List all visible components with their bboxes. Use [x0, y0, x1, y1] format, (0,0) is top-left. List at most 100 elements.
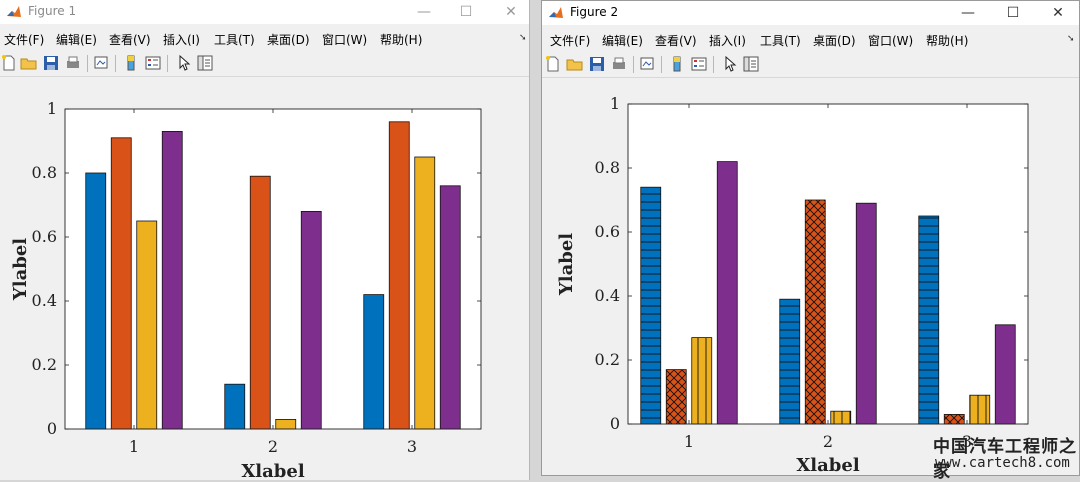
- toolbar-separator: [87, 55, 88, 72]
- y-tick-label: 0: [610, 414, 620, 433]
- menu-file[interactable]: 文件(F): [550, 34, 591, 48]
- new-file-icon[interactable]: [544, 55, 562, 73]
- x-tick-label: 2: [823, 432, 833, 451]
- title-bar: Figure 2 — ☐ ✕: [542, 1, 1079, 25]
- x-axis-label: Xlabel: [241, 461, 305, 480]
- x-tick-label: 3: [407, 437, 417, 456]
- link-plot-icon[interactable]: [92, 54, 110, 72]
- x-tick-label: 2: [268, 437, 278, 456]
- menu-help[interactable]: 帮助(H): [380, 33, 423, 47]
- toolbar-separator: [167, 55, 168, 72]
- menu-view[interactable]: 查看(V): [655, 34, 697, 48]
- window-title: Figure 1: [28, 4, 77, 18]
- menu-help[interactable]: 帮助(H): [926, 34, 969, 48]
- y-tick-label: 0.4: [32, 291, 57, 310]
- close-button[interactable]: ✕: [505, 4, 517, 20]
- y-tick-label: 0.2: [595, 350, 620, 369]
- x-tick-label: 3: [962, 432, 972, 451]
- menu-file[interactable]: 文件(F): [4, 33, 45, 47]
- menu-insert[interactable]: 插入(I): [709, 34, 746, 48]
- watermark-url: www.cartech8.com: [935, 455, 1070, 471]
- y-tick-label: 0.8: [595, 158, 620, 177]
- pointer-icon[interactable]: [175, 54, 193, 72]
- bar-series3-cat3: [969, 394, 991, 425]
- y-axis-label: Ylabel: [10, 238, 31, 301]
- property-inspector-icon[interactable]: [196, 54, 214, 72]
- matlab-logo-icon: [549, 7, 563, 18]
- window-title: Figure 2: [570, 5, 619, 19]
- toolbar-separator: [633, 56, 634, 73]
- menu-bar: 文件(F) 编辑(E) 查看(V) 插入(I) 工具(T) 桌面(D) 窗口(W…: [542, 29, 1079, 51]
- x-tick-label: 1: [684, 432, 694, 451]
- bar-series3-cat1: [691, 337, 713, 425]
- print-icon[interactable]: [610, 55, 628, 73]
- y-tick-label: 0.6: [595, 222, 620, 241]
- y-axis-label: Ylabel: [556, 233, 577, 296]
- bar-series2-cat2: [249, 175, 271, 430]
- save-icon[interactable]: [42, 54, 60, 72]
- maximize-button[interactable]: ☐: [459, 4, 473, 20]
- title-bar: Figure 1 — ☐ ✕: [0, 0, 529, 24]
- bar-series2-cat1: [665, 369, 687, 425]
- bar-series3-cat2: [275, 418, 297, 430]
- x-tick-label: 1: [129, 437, 139, 456]
- bar-series2-cat3: [388, 121, 410, 430]
- plot-area: [65, 109, 481, 429]
- minimize-button[interactable]: —: [961, 5, 975, 21]
- property-inspector-icon[interactable]: [742, 55, 760, 73]
- menu-tools[interactable]: 工具(T): [214, 33, 255, 47]
- menu-desktop[interactable]: 桌面(D): [813, 34, 856, 48]
- y-tick-label: 1: [47, 99, 57, 118]
- bar-series4-cat3: [439, 185, 461, 430]
- bar-series3-cat3: [414, 156, 436, 430]
- menu-desktop[interactable]: 桌面(D): [267, 33, 310, 47]
- axes-box: [627, 103, 1029, 425]
- figure-canvas: 1 2 3 0 0.2 0.4 0.6 0.8 1 Xlabel Ylabel: [542, 78, 1079, 475]
- menu-insert[interactable]: 插入(I): [163, 33, 200, 47]
- print-icon[interactable]: [64, 54, 82, 72]
- pointer-icon[interactable]: [721, 55, 739, 73]
- toolbar-separator: [713, 56, 714, 73]
- bar-series4-cat1: [161, 131, 183, 430]
- menu-edit[interactable]: 编辑(E): [56, 33, 97, 47]
- bar-series1-cat3: [363, 294, 385, 430]
- menu-window[interactable]: 窗口(W): [322, 33, 368, 47]
- legend-icon[interactable]: [690, 55, 708, 73]
- toolbar-separator: [115, 55, 116, 72]
- x-axis-label: Xlabel: [796, 455, 860, 476]
- new-file-icon[interactable]: [0, 54, 18, 72]
- figure-canvas: 1 2 3 0 0.2 0.4 0.6 0.8 1 Xlabel Ylabel: [0, 77, 529, 480]
- close-button[interactable]: ✕: [1052, 5, 1064, 21]
- save-icon[interactable]: [588, 55, 606, 73]
- open-folder-icon[interactable]: [20, 54, 38, 72]
- link-plot-icon[interactable]: [638, 55, 656, 73]
- bar-series1-cat1: [85, 172, 107, 430]
- bar-series4-cat1: [716, 161, 738, 425]
- bar-series1-cat2: [779, 298, 801, 425]
- toolbar: [542, 51, 1079, 78]
- y-tick-label: 0.4: [595, 286, 620, 305]
- bar-series3-cat2: [830, 410, 852, 425]
- maximize-button[interactable]: ☐: [1006, 5, 1020, 21]
- minimize-button[interactable]: —: [417, 4, 431, 20]
- matlab-logo-icon: [7, 6, 21, 17]
- menu-tools[interactable]: 工具(T): [760, 34, 801, 48]
- legend-icon[interactable]: [144, 54, 162, 72]
- bar-series1-cat2: [224, 383, 246, 430]
- menu-bar: 文件(F) 编辑(E) 查看(V) 插入(I) 工具(T) 桌面(D) 窗口(W…: [0, 28, 529, 50]
- menu-window[interactable]: 窗口(W): [868, 34, 914, 48]
- bar-series3-cat1: [136, 220, 158, 430]
- figure-2-window: Figure 2 — ☐ ✕ 文件(F) 编辑(E) 查看(V) 插入(I) 工…: [541, 0, 1080, 476]
- menu-expand-icon[interactable]: ➘: [519, 33, 527, 43]
- bar-series4-cat3: [994, 324, 1016, 425]
- open-folder-icon[interactable]: [566, 55, 584, 73]
- watermark-text: 中国汽车工程师之家: [933, 437, 1077, 482]
- menu-edit[interactable]: 编辑(E): [602, 34, 643, 48]
- menu-expand-icon[interactable]: ➘: [1067, 34, 1075, 44]
- colorbar-icon[interactable]: [122, 54, 140, 72]
- y-tick-label: 0.6: [32, 227, 57, 246]
- menu-view[interactable]: 查看(V): [109, 33, 151, 47]
- toolbar-separator: [661, 56, 662, 73]
- colorbar-icon[interactable]: [668, 55, 686, 73]
- bar-series1-cat3: [918, 215, 940, 425]
